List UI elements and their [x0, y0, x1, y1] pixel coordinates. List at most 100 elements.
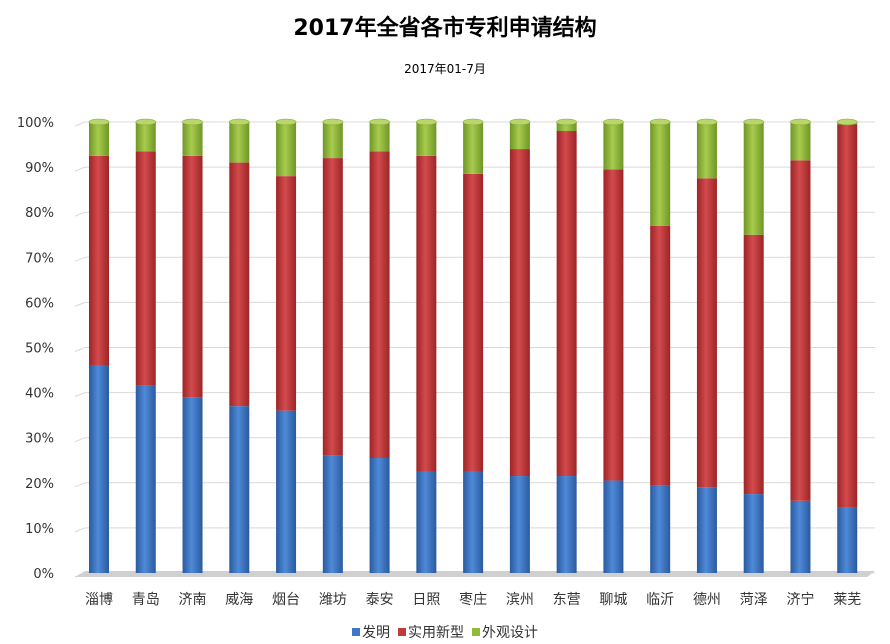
bar-菏泽-外观设计 — [743, 122, 764, 235]
bar-德州-发明 — [696, 487, 717, 573]
chart-floor — [75, 571, 875, 577]
bar-德州-实用新型 — [696, 178, 717, 488]
legend-item: 发明 — [352, 622, 390, 642]
x-tick-label: 济南 — [179, 592, 207, 608]
bars — [88, 118, 858, 573]
bar-济宁-实用新型 — [790, 160, 811, 501]
y-tick-label: 90% — [25, 161, 54, 176]
y-tick-label: 10% — [25, 522, 54, 537]
x-tick-label: 德州 — [693, 592, 721, 608]
bar-威海-外观设计 — [229, 122, 250, 163]
bar-东营-实用新型 — [556, 131, 577, 477]
legend-label: 实用新型 — [408, 625, 464, 641]
y-tick-label: 60% — [25, 296, 54, 311]
x-tick-label: 滨州 — [506, 592, 534, 608]
bar-泰安-实用新型 — [369, 151, 390, 458]
bar-东营-发明 — [556, 476, 577, 573]
bar-临沂-外观设计 — [650, 122, 671, 226]
legend-swatch — [472, 628, 480, 636]
gridline-diag — [74, 301, 86, 307]
bar-莱芜-发明 — [837, 507, 858, 573]
x-tick-label: 潍坊 — [319, 592, 347, 608]
chart-subtitle: 2017年01-7月 — [404, 62, 486, 76]
bar-菏泽-实用新型 — [743, 234, 764, 495]
gridline-diag — [74, 437, 86, 443]
bar-cap-聊城 — [603, 118, 624, 126]
bar-青岛-外观设计 — [135, 122, 156, 152]
chart-title: 2017年全省各市专利申请结构 — [293, 16, 597, 41]
bar-日照-实用新型 — [416, 155, 437, 472]
x-tick-label: 烟台 — [272, 592, 300, 608]
legend-swatch — [352, 628, 360, 636]
bar-cap-德州 — [696, 118, 718, 126]
bar-济宁-外观设计 — [790, 122, 811, 161]
y-tick-label: 100% — [17, 116, 54, 131]
bar-cap-莱芜 — [836, 118, 858, 126]
bar-菏泽-发明 — [743, 494, 764, 573]
y-tick-label: 80% — [25, 206, 54, 221]
bar-聊城-发明 — [603, 480, 624, 573]
bar-济南-发明 — [182, 397, 203, 573]
bar-青岛-发明 — [135, 385, 156, 573]
y-tick-label: 0% — [33, 567, 54, 582]
y-tick-label: 20% — [25, 477, 54, 492]
bar-济南-实用新型 — [182, 155, 203, 398]
bar-莱芜-实用新型 — [837, 124, 858, 508]
gridline-diag — [74, 256, 86, 262]
x-tick-label: 东营 — [553, 592, 581, 608]
x-tick-label: 枣庄 — [459, 591, 487, 608]
legend-item: 实用新型 — [398, 622, 464, 642]
bar-cap-烟台 — [275, 118, 297, 126]
gridline-diag — [74, 121, 86, 127]
bar-威海-实用新型 — [229, 162, 250, 407]
bar-德州-外观设计 — [696, 122, 717, 179]
y-tick-label: 50% — [25, 342, 54, 357]
gridline-diag — [74, 347, 86, 352]
x-tick-label: 济宁 — [786, 591, 814, 608]
x-tick-label: 聊城 — [599, 592, 627, 608]
y-tick-label: 40% — [25, 387, 54, 402]
bar-cap-泰安 — [369, 118, 390, 126]
x-tick-label: 淄博 — [85, 591, 113, 608]
gridline-diag — [74, 392, 86, 398]
bar-烟台-外观设计 — [276, 122, 297, 177]
bar-cap-东营 — [556, 118, 577, 126]
bar-威海-发明 — [229, 406, 250, 573]
bar-cap-临沂 — [649, 118, 671, 126]
bar-日照-发明 — [416, 471, 437, 573]
bar-临沂-发明 — [650, 485, 671, 573]
bar-cap-淄博 — [88, 118, 110, 126]
x-tick-label: 泰安 — [366, 592, 394, 608]
bar-青岛-实用新型 — [135, 151, 156, 386]
x-tick-label: 莱芜 — [833, 591, 861, 608]
bar-cap-济南 — [182, 118, 203, 126]
x-axis-ticks: 淄博 青岛 济南 威海 烟台 潍坊 泰安 日照 枣庄 滨州 东营 聊城 临沂 德州 菏泽 济宁 莱芜 — [85, 591, 861, 608]
gridline-diag — [74, 211, 86, 217]
bar-潍坊-实用新型 — [322, 158, 343, 456]
legend-item: 外观设计 — [472, 622, 538, 642]
bar-日照-外观设计 — [416, 122, 437, 156]
bar-烟台-实用新型 — [276, 176, 297, 411]
gridline-diag — [74, 527, 86, 533]
bar-泰安-外观设计 — [369, 122, 390, 152]
x-tick-label: 菏泽 — [740, 592, 768, 608]
bar-cap-潍坊 — [322, 118, 344, 126]
bar-cap-威海 — [228, 118, 250, 126]
bar-枣庄-发明 — [463, 471, 484, 573]
bar-cap-青岛 — [135, 118, 157, 126]
x-tick-label: 日照 — [412, 592, 440, 608]
bar-cap-菏泽 — [743, 118, 765, 126]
gridline-diag — [74, 482, 86, 488]
bar-淄博-外观设计 — [89, 122, 109, 156]
bar-潍坊-外观设计 — [322, 122, 343, 159]
bar-烟台-发明 — [276, 410, 297, 573]
bar-淄博-发明 — [89, 365, 109, 573]
y-tick-label: 30% — [25, 432, 54, 447]
bar-聊城-实用新型 — [603, 169, 624, 481]
bar-枣庄-外观设计 — [463, 122, 484, 174]
bar-滨州-外观设计 — [509, 122, 530, 150]
x-tick-label: 青岛 — [132, 592, 160, 608]
floor-surface — [75, 571, 875, 577]
bar-潍坊-发明 — [322, 455, 343, 573]
